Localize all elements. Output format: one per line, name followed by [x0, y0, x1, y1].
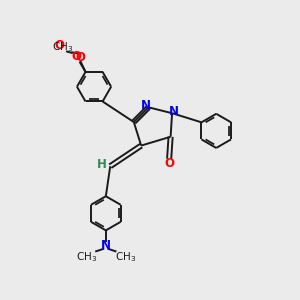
- Text: N: N: [169, 105, 178, 118]
- Text: O: O: [54, 39, 64, 52]
- Text: O: O: [75, 51, 85, 64]
- Text: O: O: [71, 50, 81, 63]
- Text: H: H: [97, 158, 106, 171]
- Text: CH$_3$: CH$_3$: [52, 40, 73, 54]
- Text: CH$_3$: CH$_3$: [76, 250, 97, 264]
- Text: O: O: [164, 157, 174, 170]
- Text: N: N: [101, 238, 111, 252]
- Text: N: N: [141, 99, 151, 112]
- Text: CH$_3$: CH$_3$: [115, 250, 136, 264]
